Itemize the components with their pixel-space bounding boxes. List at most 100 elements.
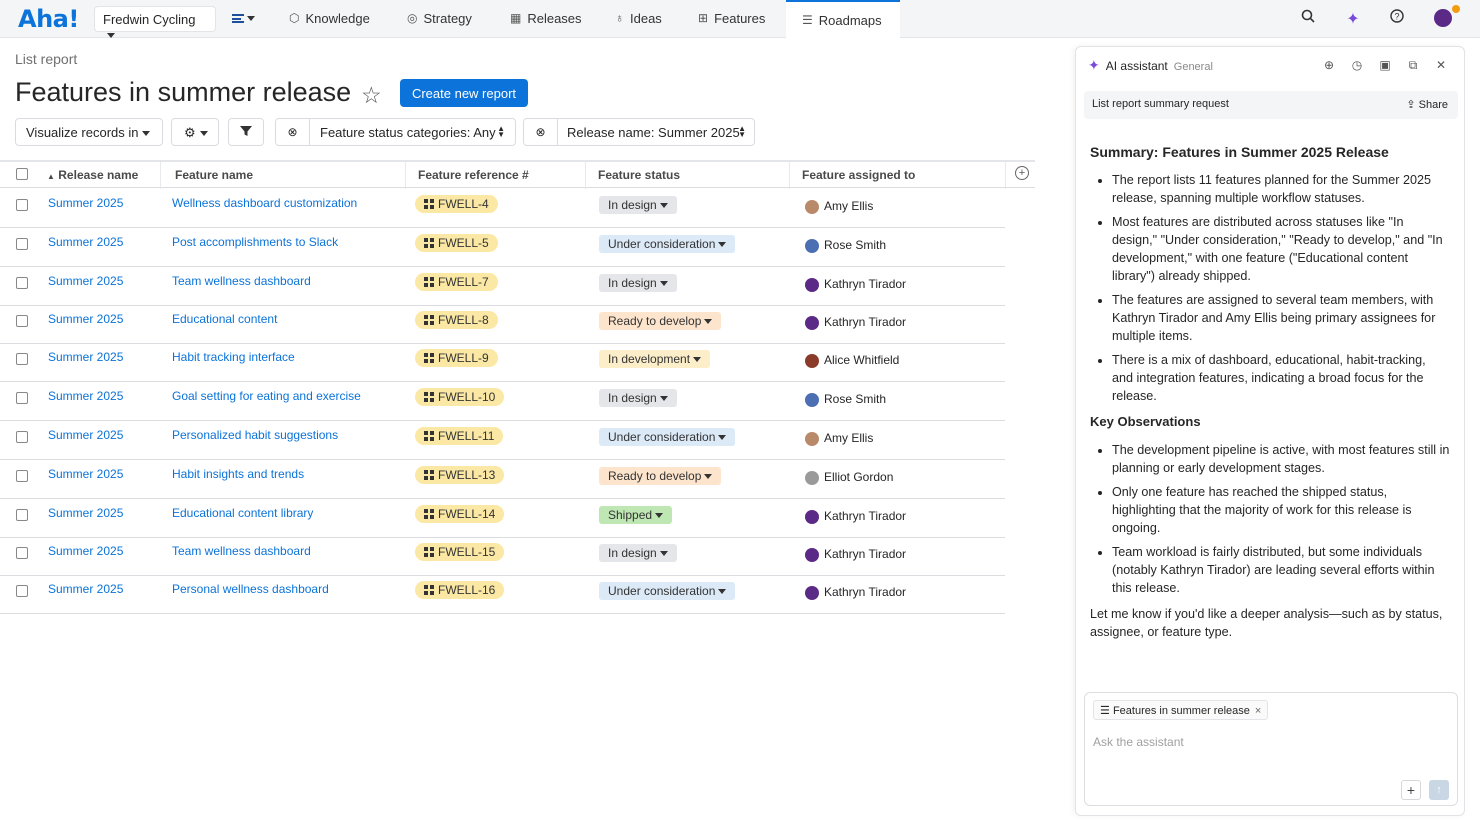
select-all-checkbox[interactable] [16, 168, 28, 180]
tab-releases[interactable]: ▦ Releases [510, 0, 582, 38]
column-feature-reference[interactable]: Feature reference # [418, 168, 529, 182]
feature-ref-badge[interactable]: FWELL-16 [415, 581, 505, 599]
user-avatar[interactable] [1434, 9, 1452, 27]
release-link[interactable]: Summer 2025 [48, 196, 124, 210]
feature-link[interactable]: Goal setting for eating and exercise [172, 389, 361, 403]
column-feature-name[interactable]: Feature name [175, 168, 254, 182]
popout-icon[interactable]: ⧉ [1408, 58, 1418, 72]
feature-ref-badge[interactable]: FWELL-5 [415, 234, 498, 252]
remove-filter-icon[interactable]: ⊗ [524, 119, 558, 145]
row-checkbox[interactable] [16, 431, 28, 443]
new-chat-icon[interactable]: ⊕ [1323, 58, 1335, 72]
remove-filter-icon[interactable]: ⊗ [276, 119, 310, 145]
row-checkbox[interactable] [16, 585, 28, 597]
column-release-name[interactable]: ▲ Release name [47, 168, 138, 182]
assignee-name[interactable]: Alice Whitfield [824, 353, 900, 367]
release-link[interactable]: Summer 2025 [48, 428, 124, 442]
release-link[interactable]: Summer 2025 [48, 312, 124, 326]
row-checkbox[interactable] [16, 509, 28, 521]
feature-ref-badge[interactable]: FWELL-7 [415, 273, 498, 291]
feature-ref-badge[interactable]: FWELL-8 [415, 311, 498, 329]
feature-ref-badge[interactable]: FWELL-14 [415, 505, 505, 523]
release-link[interactable]: Summer 2025 [48, 467, 124, 481]
release-filter[interactable]: ⊗ Release name: Summer 2025 ▲ ▼ [523, 118, 755, 146]
filter-button[interactable] [228, 118, 264, 146]
star-icon[interactable]: ☆ [361, 82, 382, 108]
feature-link[interactable]: Personal wellness dashboard [172, 582, 329, 596]
assignee-name[interactable]: Rose Smith [824, 238, 887, 252]
help-icon[interactable]: ? [1387, 9, 1407, 29]
feature-link[interactable]: Wellness dashboard customization [172, 196, 358, 210]
remove-chip-icon[interactable]: × [1254, 705, 1262, 717]
feature-link[interactable]: Personalized habit suggestions [172, 428, 339, 442]
status-dropdown[interactable]: In development [599, 350, 711, 368]
row-checkbox[interactable] [16, 392, 28, 404]
release-link[interactable]: Summer 2025 [48, 274, 124, 288]
context-chip[interactable]: ☰ Features in summer release × [1093, 700, 1269, 720]
status-dropdown[interactable]: In design [599, 274, 677, 292]
status-dropdown[interactable]: In design [599, 544, 677, 562]
add-column-icon[interactable]: + [1015, 166, 1029, 180]
assignee-name[interactable]: Kathryn Tirador [824, 277, 907, 291]
row-checkbox[interactable] [16, 277, 28, 289]
settings-dropdown[interactable]: ⚙ [171, 118, 219, 146]
tab-knowledge[interactable]: ⬡ Knowledge [289, 0, 370, 38]
feature-ref-badge[interactable]: FWELL-13 [415, 466, 505, 484]
status-dropdown[interactable]: Under consideration [599, 235, 736, 253]
tab-roadmaps[interactable]: ☰ Roadmaps [786, 0, 900, 38]
row-checkbox[interactable] [16, 199, 28, 211]
assignee-name[interactable]: Amy Ellis [824, 199, 874, 213]
column-feature-assigned[interactable]: Feature assigned to [802, 168, 916, 182]
release-link[interactable]: Summer 2025 [48, 506, 124, 520]
status-filter[interactable]: ⊗ Feature status categories: Any ▲ ▼ [275, 118, 516, 146]
feature-ref-badge[interactable]: FWELL-15 [415, 543, 505, 561]
breadcrumb[interactable]: List report [15, 51, 78, 67]
history-icon[interactable]: ◷ [1351, 58, 1363, 72]
feature-link[interactable]: Post accomplishments to Slack [172, 235, 339, 249]
status-dropdown[interactable]: Ready to develop [599, 467, 722, 485]
status-dropdown[interactable]: Ready to develop [599, 312, 722, 330]
feature-ref-badge[interactable]: FWELL-10 [415, 388, 505, 406]
tab-strategy[interactable]: ◎ Strategy [407, 0, 472, 38]
ai-sparkle-icon[interactable]: ✦ [1346, 11, 1360, 28]
assignee-name[interactable]: Kathryn Tirador [824, 509, 907, 523]
status-dropdown[interactable]: Under consideration [599, 428, 736, 446]
feature-link[interactable]: Educational content [172, 312, 278, 326]
feature-link[interactable]: Habit insights and trends [172, 467, 305, 481]
assignee-name[interactable]: Amy Ellis [824, 431, 874, 445]
search-icon[interactable] [1298, 9, 1318, 29]
release-link[interactable]: Summer 2025 [48, 389, 124, 403]
send-button[interactable]: ↑ [1429, 780, 1449, 800]
release-link[interactable]: Summer 2025 [48, 582, 124, 596]
share-button[interactable]: ⇪ Share [1406, 98, 1448, 111]
menu-button[interactable] [228, 8, 258, 30]
assignee-name[interactable]: Elliot Gordon [824, 470, 894, 484]
feature-ref-badge[interactable]: FWELL-9 [415, 349, 498, 367]
assignee-name[interactable]: Kathryn Tirador [824, 585, 907, 599]
feature-link[interactable]: Team wellness dashboard [172, 544, 311, 558]
tab-features[interactable]: ⊞ Features [698, 0, 765, 38]
row-checkbox[interactable] [16, 315, 28, 327]
assignee-name[interactable]: Kathryn Tirador [824, 315, 907, 329]
create-report-button[interactable]: Create new report [400, 79, 528, 107]
assistant-input[interactable]: Ask the assistant [1093, 735, 1184, 749]
feature-link[interactable]: Educational content library [172, 506, 314, 520]
assignee-name[interactable]: Rose Smith [824, 392, 887, 406]
status-dropdown[interactable]: Shipped [599, 506, 673, 524]
row-checkbox[interactable] [16, 238, 28, 250]
workspace-select[interactable]: Fredwin Cycling [94, 6, 216, 39]
attach-button[interactable]: + [1401, 780, 1421, 800]
assignee-name[interactable]: Kathryn Tirador [824, 547, 907, 561]
close-icon[interactable]: ✕ [1435, 58, 1447, 72]
feature-ref-badge[interactable]: FWELL-4 [415, 195, 498, 213]
row-checkbox[interactable] [16, 470, 28, 482]
row-checkbox[interactable] [16, 353, 28, 365]
tab-ideas[interactable]: ♁ Ideas [615, 0, 662, 38]
aha-logo[interactable]: Aha! [18, 5, 79, 33]
dock-icon[interactable]: ▣ [1379, 58, 1391, 72]
release-link[interactable]: Summer 2025 [48, 235, 124, 249]
feature-ref-badge[interactable]: FWELL-11 [415, 427, 504, 445]
feature-link[interactable]: Team wellness dashboard [172, 274, 311, 288]
release-link[interactable]: Summer 2025 [48, 350, 124, 364]
visualize-dropdown[interactable]: Visualize records in [15, 118, 163, 146]
